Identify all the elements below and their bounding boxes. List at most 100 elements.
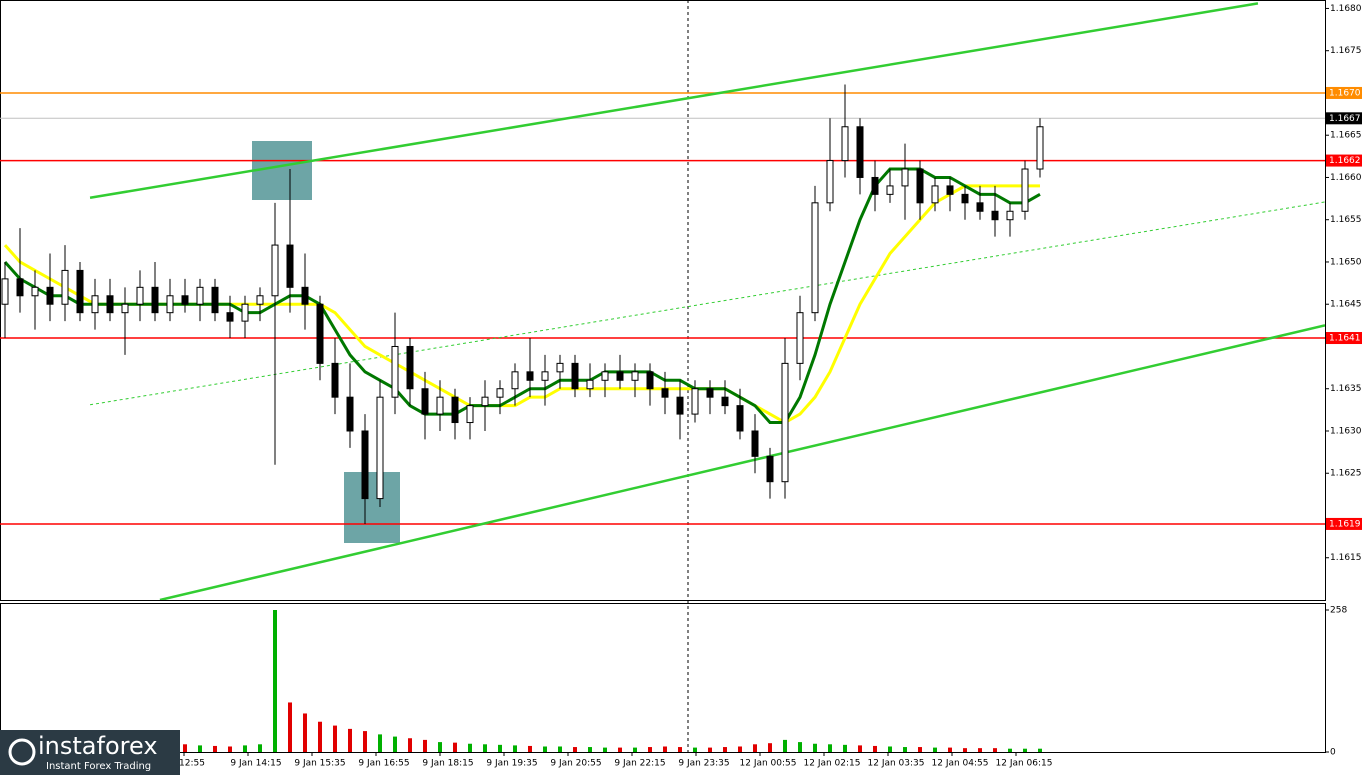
x-tick-label: 9 Jan 16:55 [358,759,409,769]
y-tick-label: 1.1630 [1330,426,1362,436]
y-tick-label: 1.1675 [1330,46,1362,56]
candle-body [526,371,534,381]
level-label-bg [1326,112,1362,125]
y-tick-label: 1.1680 [1330,4,1362,14]
level-label: 1.1662 [1329,156,1361,166]
candle-body [946,185,954,195]
candle-body [436,396,444,415]
candle-body [211,286,219,314]
moving-average [3,167,1041,425]
volume-bar [213,745,217,752]
candle-body [541,371,549,381]
level-label: 1.1667 [1329,114,1361,124]
volume-bar [933,747,937,752]
highlight-box [252,141,312,200]
volume-bar [303,713,307,752]
candle-body [331,362,339,398]
candle-body [511,371,519,390]
candle-body [256,295,264,305]
x-tick-label: 9 Jan 23:35 [678,759,729,769]
candle-body [1036,126,1044,170]
y-tick-label: 1.1635 [1330,384,1362,394]
volume-bar [678,747,682,752]
line-layer [0,2,1325,600]
x-tick-label: 12 Jan 02:15 [804,759,861,769]
volume-bar [183,744,187,752]
logo-box [0,730,180,775]
volume-bar [648,747,652,752]
candle-body [61,269,69,305]
y-tick-label: 1.1645 [1330,300,1362,310]
candle-body [721,396,729,407]
candle-body [451,396,459,424]
y-tick-label: 1.1655 [1330,215,1362,225]
candle-body [421,388,429,415]
candle-body [181,295,189,305]
candle-body [346,396,354,432]
candle-body [241,303,249,322]
candle-body [76,269,84,314]
volume-bar [918,747,922,752]
volume-bar [1023,748,1027,752]
volume-bar [543,746,547,752]
candle-body [841,126,849,162]
candle-body [286,244,294,288]
y-tick-label: 1.1615 [1330,553,1362,563]
candle-body [316,303,324,364]
volume-bar [873,745,877,752]
volume-bar [663,746,667,752]
candle-body [886,185,894,195]
candle-body [196,286,204,305]
y-tick-label: 1.1625 [1330,469,1362,479]
level-label-bg [1326,86,1362,99]
candle-body [1,278,9,305]
trend-line [159,324,1325,600]
candle-body [136,286,144,305]
y-tick-label: 1.1665 [1330,131,1362,141]
volume-bar [993,748,997,752]
x-tick-label: 12 Jan 06:15 [996,759,1053,769]
volume-panel [0,603,1326,753]
candle-body [961,193,969,204]
candle-body [91,295,99,314]
candle-body [376,396,384,500]
volume-bar [393,736,397,752]
volume-bar [513,745,517,752]
candle-body [976,202,984,212]
volume-bar [813,743,817,752]
candle-body [121,303,129,314]
volume-bar [618,747,622,752]
volume-bar [273,610,277,752]
candle-body [631,371,639,381]
candle-body [706,388,714,398]
candle-body [781,362,789,483]
y-tick-label: 1.1650 [1330,257,1362,267]
volume-bar [348,728,352,752]
candle-body [901,168,909,187]
candle-body [931,185,939,204]
candle-body [661,388,669,398]
volume-bar [903,747,907,752]
volume-bar [633,747,637,752]
y-tick-label: 1.1660 [1330,173,1362,183]
volume-bar [603,747,607,752]
x-tick-label: 12 Jan 03:35 [868,759,925,769]
volume-bar [378,734,382,752]
volume-bar [768,743,772,752]
volume-tick-label: 258 [1330,606,1347,616]
candle-body [1021,168,1029,212]
candle-body [691,388,699,415]
candle-body [496,388,504,398]
volume-bar [858,745,862,752]
candle-body [601,371,609,381]
volume-bar [363,731,367,752]
volume-bar [468,743,472,752]
candle-body [646,371,654,390]
trend-line [89,201,1325,406]
volume-bar [243,745,247,752]
candle-body [586,379,594,390]
candle-body [676,396,684,415]
volume-bar [723,747,727,752]
